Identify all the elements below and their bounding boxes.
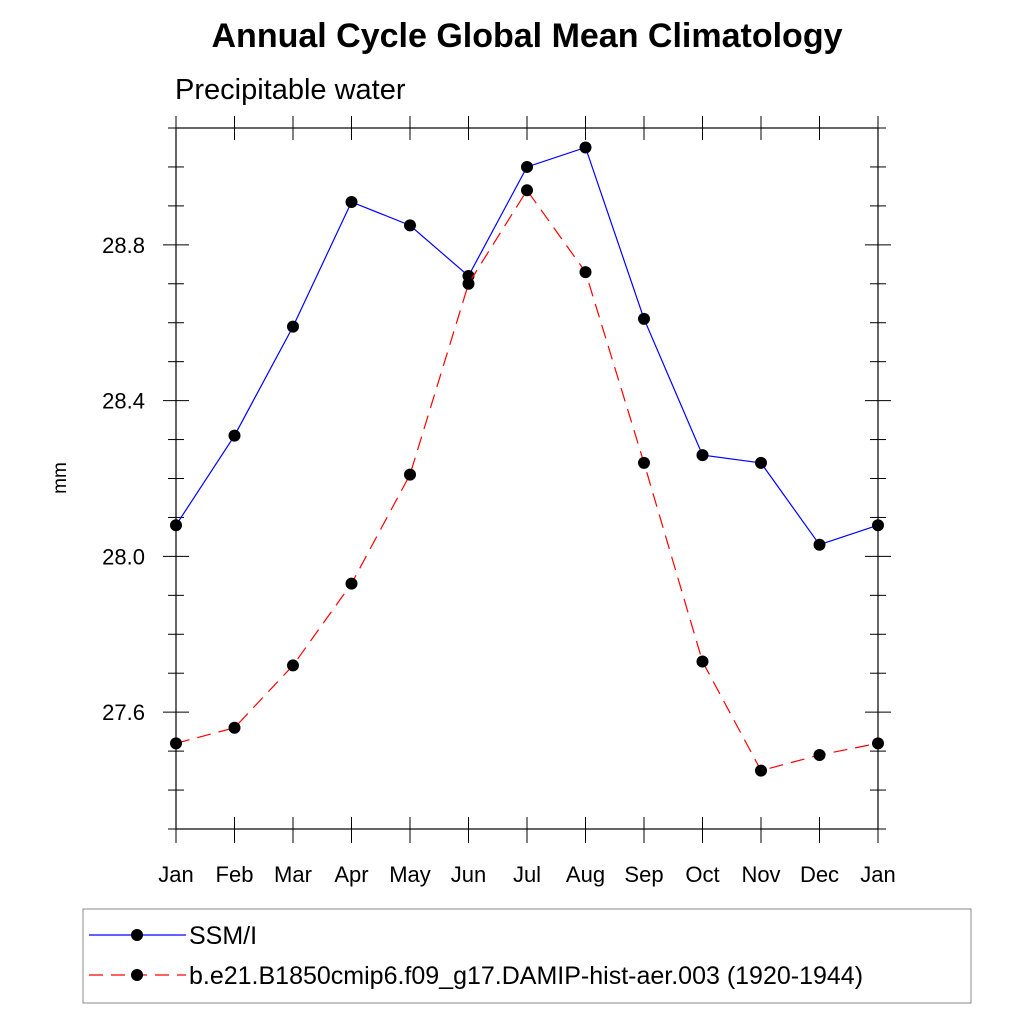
series-1-point (228, 429, 241, 442)
series-2-point (404, 468, 416, 481)
x-tick-label: Oct (685, 862, 719, 887)
series-1-point (579, 141, 592, 154)
series-2-point (638, 456, 650, 469)
series-1-point (404, 219, 416, 232)
series-1-point (755, 456, 767, 469)
y-tick-label: 27.6 (102, 700, 145, 725)
x-tick-label: May (389, 862, 431, 887)
x-tick-label: Jul (513, 862, 541, 887)
y-tick-label: 28.4 (102, 389, 145, 414)
series-1-point (287, 320, 299, 333)
legend-entries: SSM/I b.e21.B1850cmip6.f09_g17.DAMIP-hist… (89, 922, 863, 990)
x-tick-label: Sep (624, 862, 663, 887)
x-tick-label: Jan (158, 862, 193, 887)
series-line-2 (175, 189, 879, 772)
series-2-point (521, 184, 533, 197)
x-tick-label: Dec (800, 862, 839, 887)
series-1-point (696, 449, 709, 462)
x-tick-label: Apr (334, 862, 368, 887)
x-tick-label: Nov (741, 862, 780, 887)
y-axis-label: mm (50, 462, 71, 494)
y-tick-labels: 27.6 28.0 28.4 28.8 (102, 233, 145, 725)
x-tick-label: Aug (566, 862, 605, 887)
x-tick-label: Mar (274, 862, 312, 887)
data-series (170, 141, 884, 777)
legend-marker-1 (131, 929, 143, 941)
x-tick-label: Jan (860, 862, 895, 887)
series-2-point (462, 277, 475, 290)
series-1-point (813, 538, 826, 551)
legend-box (82, 908, 972, 1004)
series-2-point (696, 655, 709, 668)
x-tick-label: Jun (451, 862, 486, 887)
chart-subtitle: Precipitable water (175, 74, 406, 106)
series-2-point (755, 764, 767, 777)
series-1-point (345, 195, 358, 208)
series-2-point (813, 749, 826, 762)
legend-label-1: SSM/I (189, 922, 257, 950)
series-2-point (579, 266, 592, 279)
series-2-point (287, 659, 299, 672)
x-tick-labels: Jan Feb Mar Apr May Jun Jul Aug Sep Oct Nov Dec Jan (158, 862, 895, 887)
y-tick-label: 28.0 (102, 544, 145, 569)
chart-title: Annual Cycle Global Mean Climatology (212, 17, 843, 55)
legend: SSM/I b.e21.B1850cmip6.f09_g17.DAMIP-hist… (82, 908, 972, 1004)
series-1-point (521, 160, 533, 173)
legend-label-2: b.e21.B1850cmip6.f09_g17.DAMIP-hist-aer.… (189, 962, 863, 990)
x-tick-label: Feb (216, 862, 254, 887)
series-2-point (228, 721, 241, 734)
y-tick-label: 28.8 (102, 233, 145, 258)
legend-marker-2 (131, 969, 143, 981)
series-2-point (345, 577, 358, 590)
plot-frame (175, 127, 879, 830)
series-1-point (638, 312, 650, 325)
series-line-1 (175, 146, 879, 546)
axis-ticks (163, 116, 891, 843)
